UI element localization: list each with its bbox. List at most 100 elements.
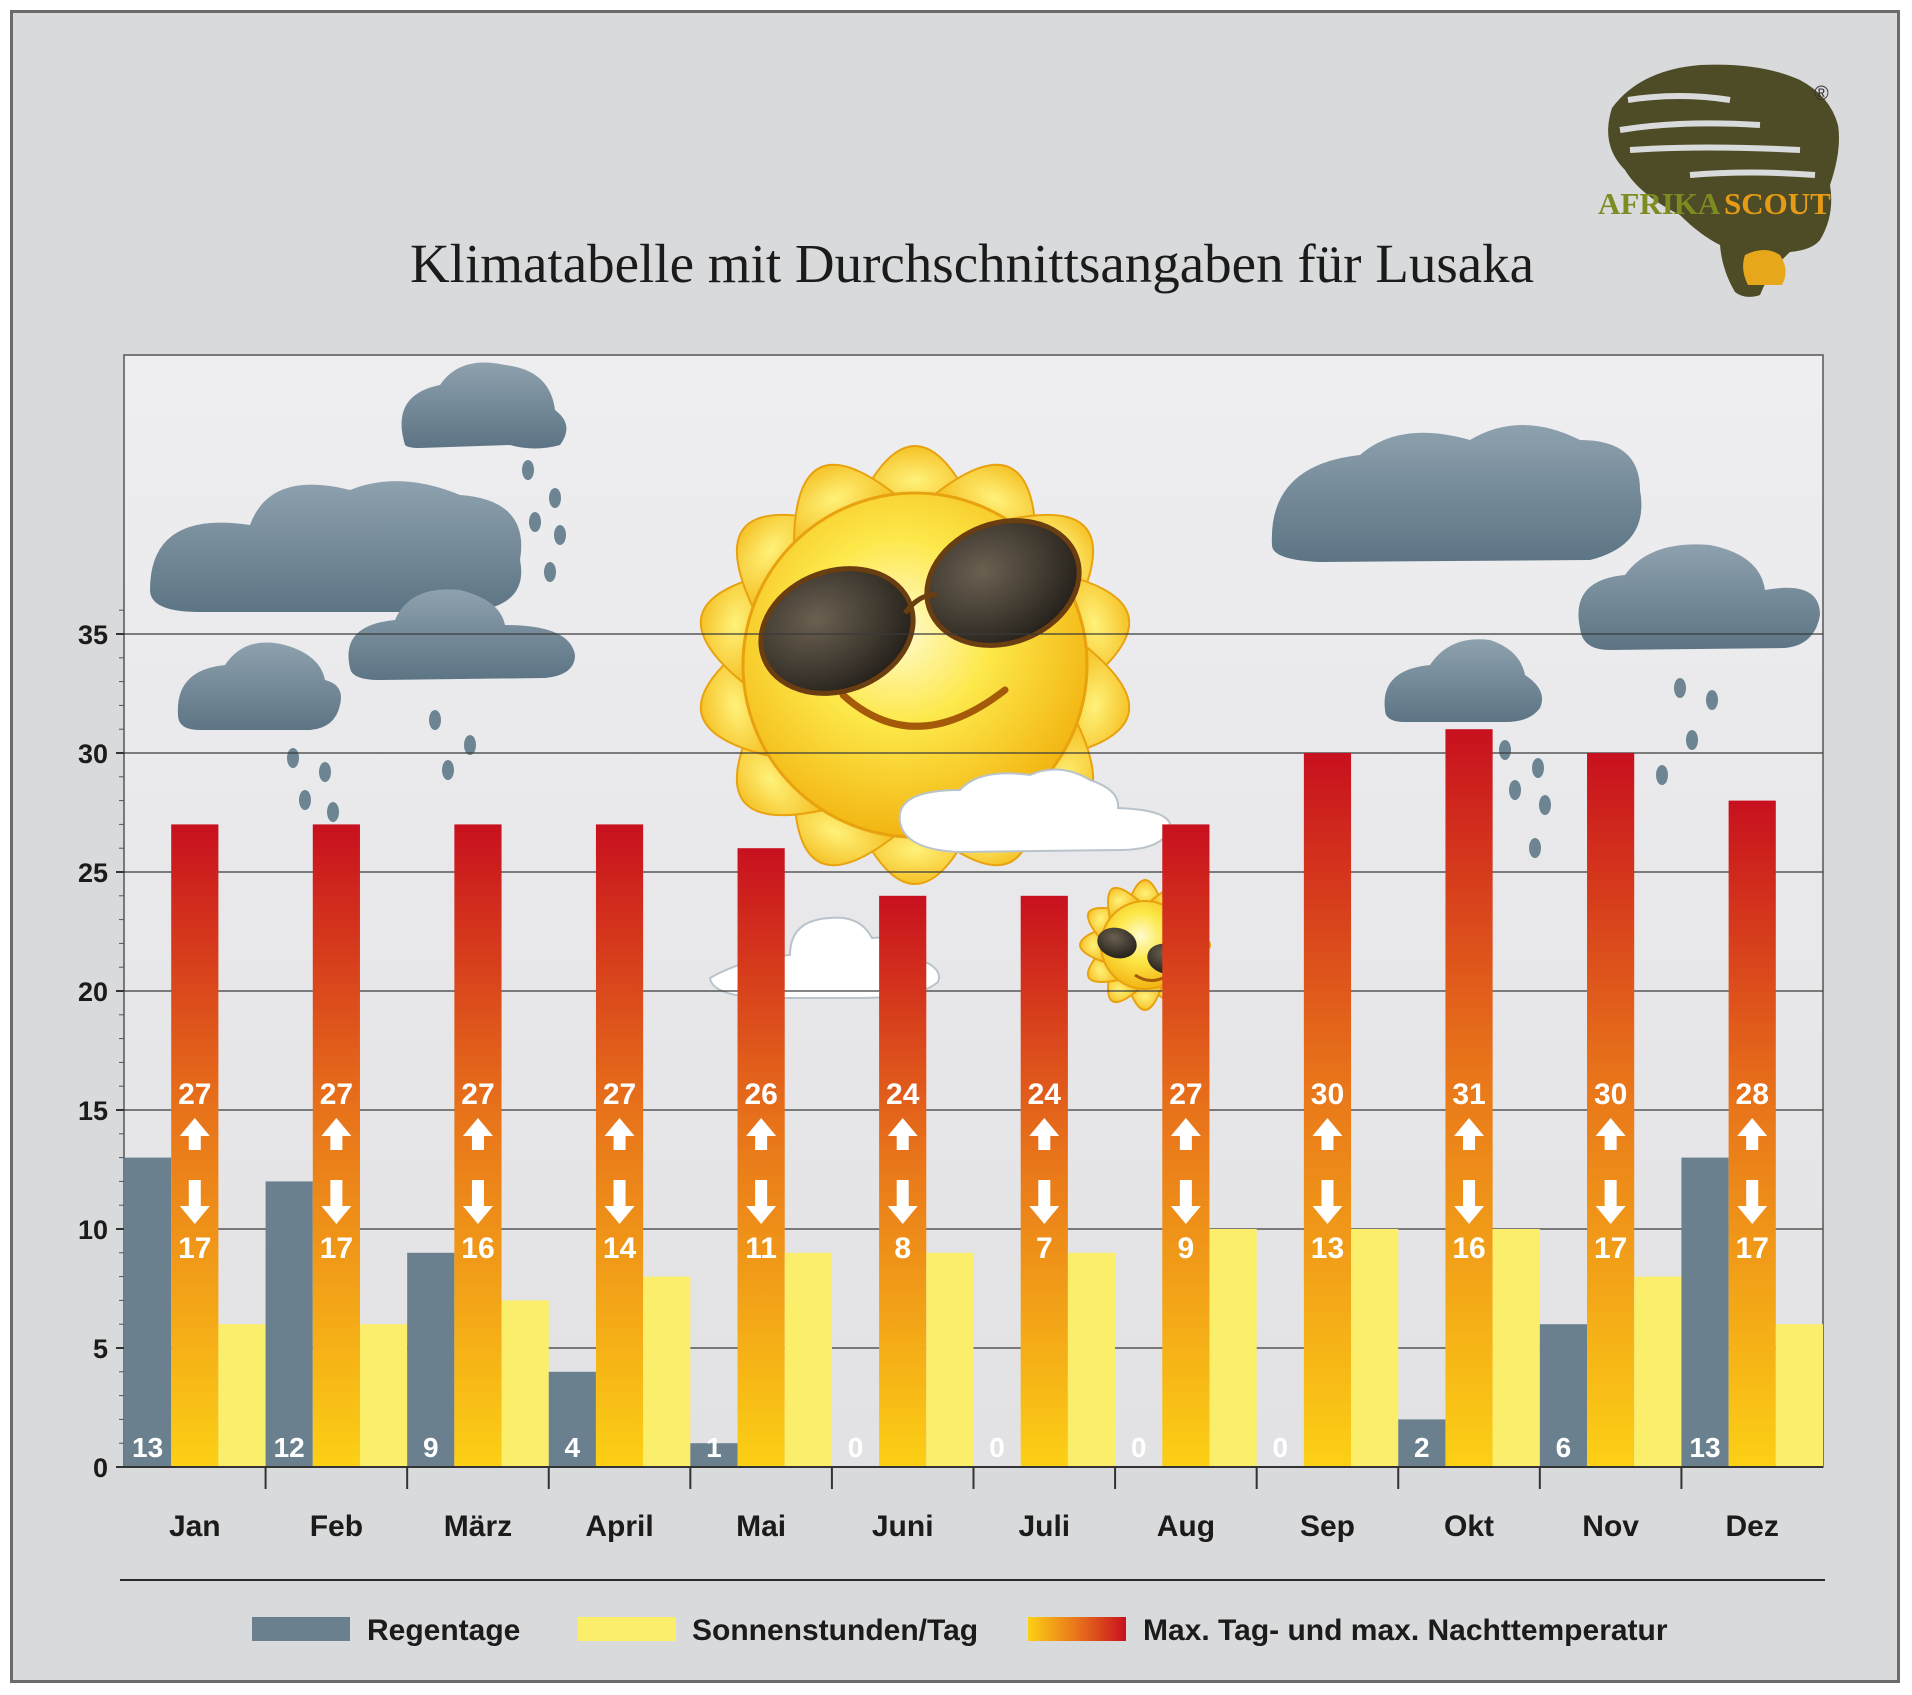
sun-hours-bar [1209,1229,1257,1467]
temp-max-label: 27 [320,1078,353,1111]
arrow-down-icon [604,1180,635,1224]
month-label: Jan [169,1510,221,1543]
arrow-up-icon [1312,1118,1343,1150]
month-label: Mai [736,1510,786,1543]
arrow-up-icon [462,1118,493,1150]
arrow-down-icon [179,1180,210,1224]
y-tick-label: 35 [78,620,108,650]
y-tick-label: 15 [78,1096,108,1126]
month-label: Juli [1018,1510,1070,1543]
rain-value-label: 13 [1689,1432,1720,1463]
temp-night-label: 16 [461,1232,494,1265]
rain-value-label: 0 [1131,1432,1147,1463]
y-axis: 0 5 10 15 20 25 30 35 [78,609,124,1483]
y-tick-label: 20 [78,977,108,1007]
arrow-up-icon [1170,1118,1201,1150]
month-label: Feb [310,1510,363,1543]
temp-night-label: 17 [1594,1232,1627,1265]
raindrops [287,460,1718,865]
temp-max-label: 27 [603,1078,636,1111]
lion-icon [1743,250,1786,285]
bars: 1327171227179271642714126110248024702790… [124,729,1823,1467]
zebra-stripes-icon [1619,93,1816,178]
arrow-up-icon [887,1118,918,1150]
rain-value-label: 0 [848,1432,864,1463]
sun-hours-bar [1351,1229,1399,1467]
sun-hours-bar [1634,1276,1682,1467]
x-axis: Jan Feb März April Mai Juni Juli Aug Sep Okt Nov De… [124,1466,1823,1543]
month-label: Aug [1157,1510,1215,1543]
rain-bar [1539,1324,1588,1467]
legend-label-sun: Sonnenstunden/Tag [692,1614,978,1647]
arrow-up-icon [1029,1118,1060,1150]
arrow-down-icon [1029,1180,1060,1224]
sun-hours-bar [784,1252,832,1467]
sun-hours-bar [926,1252,974,1467]
arrow-up-icon [179,1118,210,1150]
rain-bar [1398,1419,1446,1467]
temp-night-label: 13 [1311,1232,1344,1265]
arrow-down-icon [1312,1180,1343,1224]
month-label: März [444,1510,512,1543]
month-label: Juni [872,1510,934,1543]
month-label: Nov [1582,1510,1639,1543]
temp-night-label: 17 [1736,1232,1769,1265]
arrow-down-icon [462,1180,493,1224]
rain-cloud-icon [150,481,522,612]
arrow-up-icon [1454,1118,1485,1150]
afrikascout-logo: AFRIKA SCOUT ® [1598,64,1839,297]
temp-max-label: 27 [1169,1078,1202,1111]
month-label: Okt [1444,1510,1494,1543]
temp-max-label: 30 [1311,1078,1344,1111]
rain-bar [124,1157,172,1467]
arrow-down-icon [887,1180,918,1224]
arrow-down-icon [1595,1180,1626,1224]
sun-hours-bar [643,1276,691,1467]
legend-label-rain: Regentage [367,1614,520,1647]
rain-value-label: 4 [565,1432,581,1463]
rain-value-label: 9 [423,1432,439,1463]
arrow-up-icon [1737,1118,1768,1150]
month-label: April [585,1510,653,1543]
temperature-bar [1303,753,1352,1467]
legend-swatch-rain [252,1617,350,1641]
temp-night-label: 14 [603,1232,637,1265]
rain-bar [690,1443,738,1467]
arrow-down-icon [746,1180,777,1224]
arrow-down-icon [1454,1180,1485,1224]
temp-max-label: 26 [744,1078,777,1111]
rain-cloud-icon [177,362,1820,730]
month-label: Dez [1726,1510,1779,1543]
rain-value-label: 13 [132,1432,163,1463]
temp-max-label: 24 [886,1078,920,1111]
rain-value-label: 0 [1272,1432,1288,1463]
legend: Regentage Sonnenstunden/Tag Max. Tag- un… [252,1614,1668,1647]
legend-label-temp: Max. Tag- und max. Nachttemperatur [1143,1614,1668,1647]
chart-title: Klimatabelle mit Durchschnittsangaben fü… [410,233,1534,294]
temp-max-label: 24 [1028,1078,1062,1111]
rain-value-label: 1 [706,1432,722,1463]
logo-text-scout: SCOUT [1724,186,1831,221]
y-tick-label: 0 [93,1453,108,1483]
arrow-down-icon [1170,1180,1201,1224]
temp-max-label: 28 [1736,1078,1769,1111]
temp-night-label: 9 [1178,1232,1195,1265]
legend-swatch-temp [1028,1617,1126,1641]
temp-max-label: 30 [1594,1078,1627,1111]
sun-hours-bar [501,1300,549,1467]
temp-night-label: 8 [894,1232,911,1265]
y-tick-label: 30 [78,739,108,769]
arrow-up-icon [604,1118,635,1150]
y-tick-label: 10 [78,1215,108,1245]
weather-illustrations [150,362,1820,1011]
rain-value-label: 2 [1414,1432,1430,1463]
temp-night-label: 16 [1452,1232,1485,1265]
temperature-bar [737,848,785,1467]
sun-hours-bar [1775,1324,1823,1467]
rain-value-label: 12 [274,1432,305,1463]
rain-bar [407,1252,455,1467]
sun-hours-bar [1492,1229,1540,1467]
rain-bar [265,1181,313,1467]
arrow-up-icon [1595,1118,1626,1150]
